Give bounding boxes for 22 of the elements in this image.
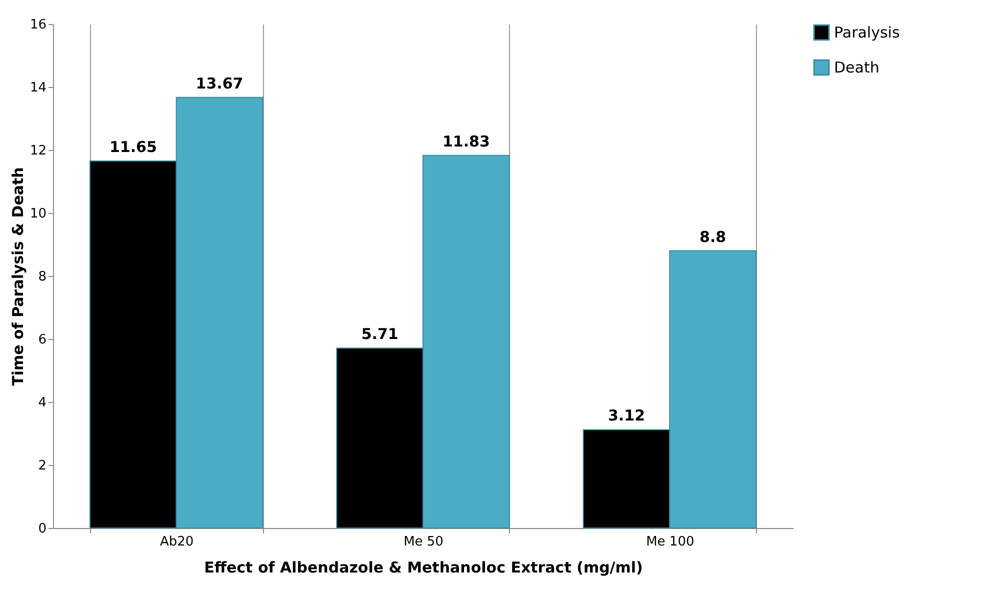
x-tick-label: Me 50: [404, 534, 444, 550]
y-tick-label: 14: [30, 80, 46, 96]
y-tick-label: 4: [38, 396, 46, 410]
y-tick-label: 12: [30, 144, 46, 158]
y-tick-label: 8: [38, 270, 46, 284]
y-tick-label: 6: [38, 332, 46, 348]
data-label: 11.83: [442, 132, 490, 150]
y-axis-title: Time of Paralysis & Death: [8, 167, 27, 386]
y-tick-label: 16: [30, 18, 46, 32]
data-label: 5.71: [361, 325, 398, 344]
legend-label: Death: [834, 58, 880, 76]
y-tick-label: 0: [38, 522, 46, 536]
data-label: 11.65: [109, 138, 157, 156]
legend-label: Paralysis: [834, 24, 900, 42]
data-label: 8.8: [700, 228, 726, 246]
y-tick-label: 2: [38, 458, 46, 474]
x-tick-label: Ab20: [160, 534, 194, 550]
x-tick-label: Me 100: [646, 534, 694, 550]
y-tick-label: 10: [30, 206, 46, 222]
x-axis-title: Effect of Albendazole & Methanoloc Extract (mg/ml): [204, 558, 643, 576]
data-label: 13.67: [196, 74, 244, 92]
data-label: 3.12: [608, 406, 646, 425]
